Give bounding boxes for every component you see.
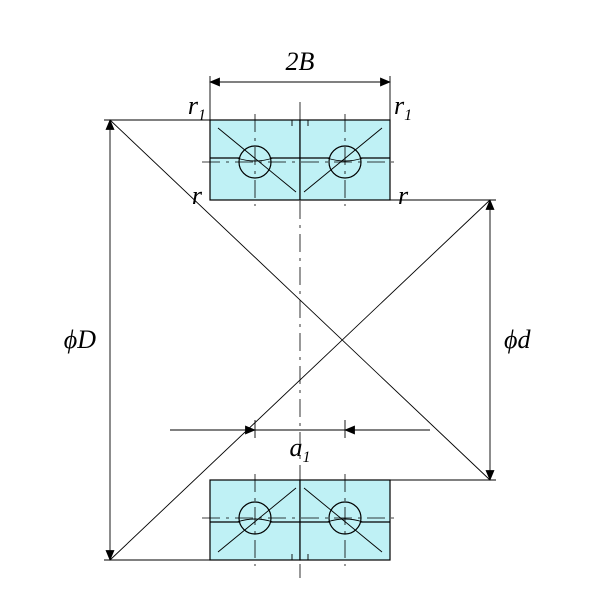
- label-phid: ϕd: [504, 325, 531, 354]
- label-a1: a1: [290, 433, 311, 466]
- label-phiD: ϕD: [64, 325, 96, 354]
- label-r-left: r: [192, 181, 203, 210]
- label-r-right: r: [398, 181, 409, 210]
- label-2B: 2B: [286, 47, 315, 76]
- label-r1-right: r1: [394, 91, 412, 124]
- label-r1-left: r1: [188, 91, 206, 124]
